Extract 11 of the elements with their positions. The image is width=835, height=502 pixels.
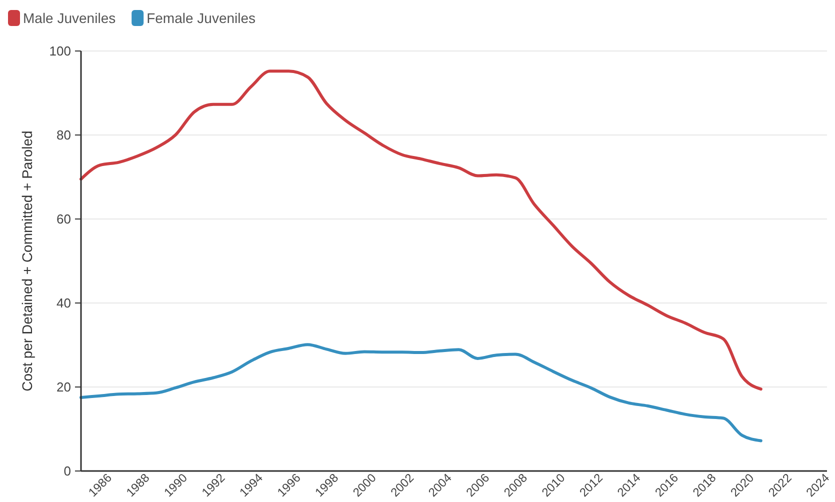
y-tick-label: 80 (56, 128, 71, 143)
y-tick-label: 20 (56, 380, 71, 395)
legend-label: Male Juveniles (23, 10, 116, 26)
legend-label: Female Juveniles (146, 10, 256, 26)
y-tick-label: 0 (64, 464, 71, 479)
line-series (80, 343, 762, 442)
y-tick-label: 40 (56, 296, 71, 311)
line-series (80, 70, 762, 391)
y-tick-label: 60 (56, 212, 71, 227)
y-tick-label: 100 (49, 44, 71, 59)
y-axis-title: Cost per Detained + Committed + Paroled (19, 130, 35, 392)
